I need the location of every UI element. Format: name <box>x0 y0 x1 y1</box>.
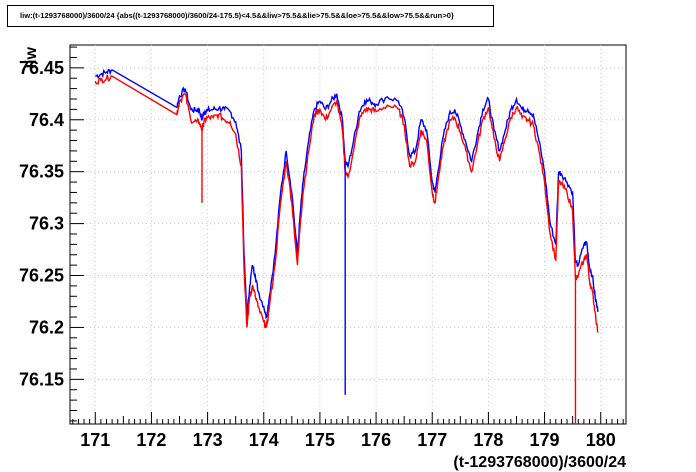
x-tick-label: 174 <box>249 430 279 450</box>
series-line-2 <box>94 74 599 333</box>
x-tick-label: 177 <box>417 430 447 450</box>
x-tick-label: 176 <box>361 430 391 450</box>
x-tick-label: 180 <box>586 430 616 450</box>
x-axis-title: (t-1293768000)/3600/24 <box>453 454 626 471</box>
y-tick-label: 76.15 <box>19 369 64 389</box>
x-tick-label: 173 <box>193 430 223 450</box>
y-tick-label: 76.25 <box>19 266 64 286</box>
y-tick-label: 76.35 <box>19 162 64 182</box>
y-tick-label: 76.45 <box>19 58 64 78</box>
x-tick-label: 175 <box>305 430 335 450</box>
chart-title: liw:(t-1293768000)/3600/24 {abs((t-12937… <box>7 5 494 27</box>
plot-frame <box>69 44 627 425</box>
y-tick-label: 76.3 <box>29 214 64 234</box>
y-axis-title: liw <box>23 46 40 68</box>
x-tick-label: 179 <box>530 430 560 450</box>
y-tick-label: 76.4 <box>29 110 64 130</box>
x-tick-label: 178 <box>473 430 503 450</box>
x-tick-label: 172 <box>136 430 166 450</box>
series-line-1 <box>95 68 599 320</box>
y-tick-label: 76.2 <box>29 317 64 337</box>
x-tick-label: 171 <box>80 430 110 450</box>
